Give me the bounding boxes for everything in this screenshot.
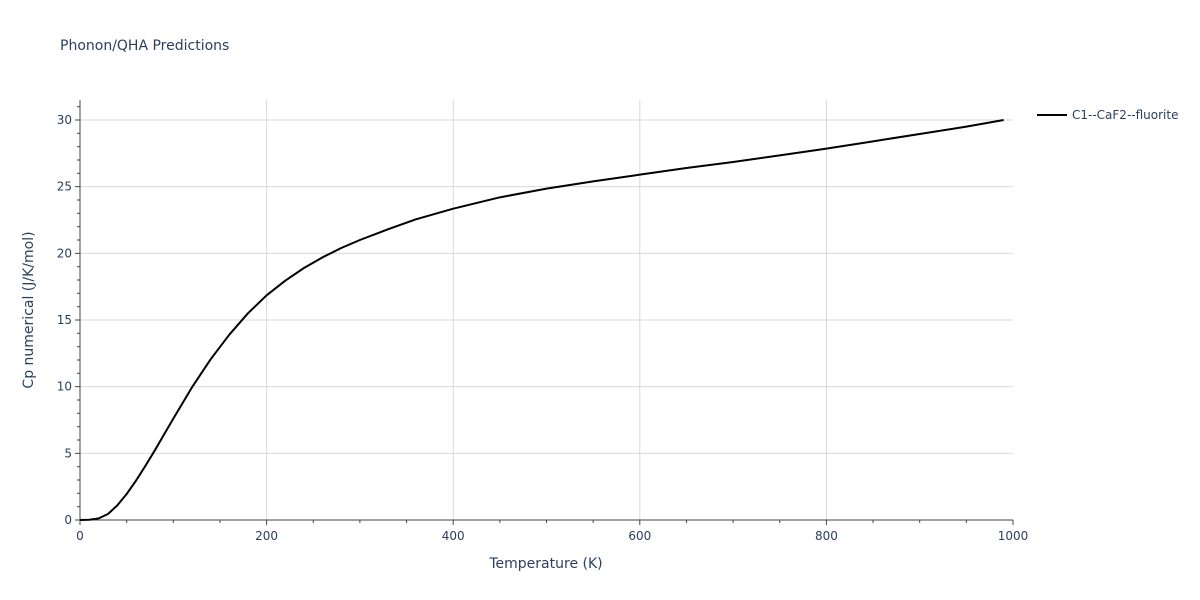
series-layer (79, 119, 1004, 521)
y-tick-label: 20 (57, 246, 72, 260)
legend-item-label: C1--CaF2--fluorite (1072, 108, 1178, 122)
series-line (79, 119, 1004, 521)
legend[interactable]: C1--CaF2--fluorite (1037, 108, 1178, 122)
x-tick-label: 800 (815, 529, 838, 543)
y-gridlines (75, 119, 1013, 521)
chart-title: Phonon/QHA Predictions (60, 38, 229, 54)
x-tick-label: 400 (442, 529, 465, 543)
x-axis-title: Temperature (K) (488, 556, 602, 572)
x-tick-labels: 0 200 400 600 800 1000 (76, 529, 1028, 543)
y-tick-label: 0 (64, 513, 72, 527)
y-axis-title: Cp numerical (J/K/mol) (21, 231, 37, 388)
y-tick-label: 5 (64, 446, 72, 460)
y-tick-labels: 0 5 10 15 20 25 30 (57, 113, 72, 527)
y-tick-label: 10 (57, 380, 72, 394)
x-tick-label: 0 (76, 529, 84, 543)
y-tick-label: 25 (57, 180, 72, 194)
x-tick-label: 200 (255, 529, 278, 543)
y-tick-label: 30 (57, 113, 72, 127)
x-gridlines (79, 100, 1014, 525)
y-tick-label: 15 (57, 313, 72, 327)
x-tick-label: 1000 (998, 529, 1029, 543)
x-tick-label: 600 (628, 529, 651, 543)
